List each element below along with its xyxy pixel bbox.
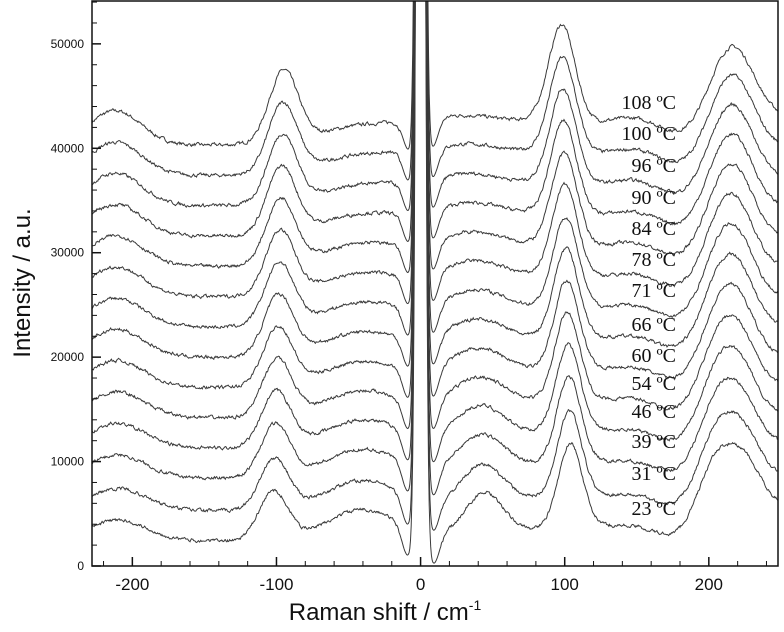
temperature-label: 66 ºC	[631, 314, 676, 336]
temperature-label: 100 ºC	[621, 123, 676, 145]
spectrum-line-90C	[92, 1, 778, 242]
y-axis-title: Intensity / a.u.	[9, 208, 36, 357]
spectrum-line-54C	[92, 1, 778, 430]
temperature-label: 71 ºC	[631, 280, 676, 302]
spectrum-line-39C	[92, 1, 778, 496]
temperature-label: 84 ºC	[631, 218, 676, 240]
temperature-label: 90 ºC	[631, 187, 676, 209]
x-tick-label: 0	[416, 575, 425, 594]
plot-frame	[91, 0, 779, 567]
spectrum-line-84C	[92, 1, 778, 274]
spectra-group	[92, 1, 778, 564]
x-tick-label: -100	[259, 575, 293, 594]
y-tick-label: 10000	[51, 455, 85, 469]
temperature-label: 23 ºC	[631, 498, 676, 520]
x-tick-label: 100	[551, 575, 579, 594]
x-axis-title-superscript: -1	[469, 597, 482, 613]
temperature-label: 108 ºC	[621, 92, 676, 114]
spectrum-line-31C	[92, 1, 778, 531]
x-axis-title-main: Raman shift / cm	[289, 599, 469, 626]
spectrum-line-46C	[92, 1, 778, 463]
spectrum-line-60C	[92, 1, 778, 398]
y-tick-label: 30000	[51, 246, 85, 260]
spectrum-line-108C	[92, 1, 778, 150]
spectrum-line-71C	[92, 1, 778, 336]
temperature-label: 54 ºC	[631, 373, 676, 395]
x-axis-title: Raman shift / cm-1	[289, 597, 482, 626]
spectrum-line-78C	[92, 1, 778, 305]
y-tick-label: 50000	[51, 37, 85, 51]
y-tick-label: 40000	[51, 141, 85, 155]
temperature-labels: 108 ºC 100 ºC 96 ºC 90 ºC 84 ºC 78 ºC 71 ºC 66 …	[621, 92, 676, 520]
temperature-label: 31 ºC	[631, 463, 676, 485]
spectrum-line-96C	[92, 1, 778, 212]
y-tick-label: 20000	[51, 350, 85, 364]
temperature-label: 78 ºC	[631, 249, 676, 271]
x-tick-label: -200	[115, 575, 149, 594]
temperature-label: 39 ºC	[631, 431, 676, 453]
temperature-label: 96 ºC	[631, 155, 676, 177]
temperature-label: 60 ºC	[631, 345, 676, 367]
y-tick-label: 0	[77, 559, 84, 573]
spectrum-line-23C	[92, 1, 778, 564]
spectrum-line-100C	[92, 1, 778, 181]
spectrum-line-66C	[92, 1, 778, 367]
x-tick-label: 200	[695, 575, 723, 594]
temperature-label: 46 ºC	[631, 401, 676, 423]
axis-ticks: -200 -100 0 100 200 0 10000 20000 30000 40000 5000…	[51, 1, 767, 594]
